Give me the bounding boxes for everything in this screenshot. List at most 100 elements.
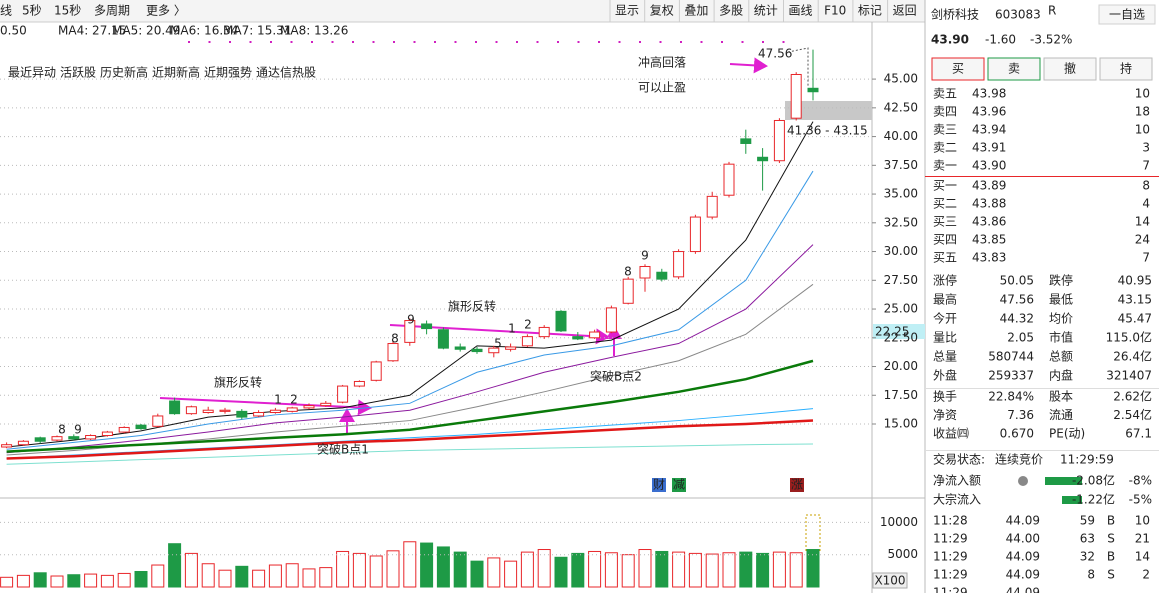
- ma-legend: 0.50: [0, 24, 27, 38]
- action-button[interactable]: 持: [1120, 61, 1132, 76]
- volume-estimate: [805, 514, 821, 552]
- count-label: 9: [641, 249, 649, 263]
- volume-bar: [638, 549, 652, 588]
- tool-button[interactable]: 显示: [615, 4, 639, 18]
- ma-legend: MA4: 27.15: [58, 24, 126, 38]
- tag-link[interactable]: 最近异动: [8, 66, 56, 80]
- y-tick-label: 22.50: [884, 330, 918, 344]
- book-price: 43.91: [972, 141, 1006, 155]
- candle-body: [421, 323, 433, 330]
- trade-side: B: [1107, 514, 1115, 528]
- range-label: 41.36 - 43.15: [787, 124, 868, 138]
- volume-bar: [403, 541, 417, 588]
- dot: [516, 41, 518, 43]
- y-tick-label: 15.00: [884, 417, 918, 431]
- volume-bar: [50, 575, 64, 588]
- action-button[interactable]: 撤: [1064, 61, 1076, 76]
- status-time: 11:29:59: [1060, 453, 1114, 467]
- volume-bar: [487, 557, 501, 588]
- period-tab[interactable]: 线: [0, 4, 12, 18]
- candle-body: [17, 440, 29, 446]
- flow-value: -1.22亿: [1072, 492, 1115, 507]
- tag-link[interactable]: 通达信热股: [256, 66, 316, 80]
- dot: [270, 41, 272, 43]
- stat-value: 580744: [988, 350, 1034, 364]
- volume-bar: [436, 546, 450, 588]
- stat-label: 跌停: [1049, 273, 1073, 288]
- dot: [536, 41, 539, 43]
- trade-volume: 8: [1087, 568, 1095, 582]
- trade-price: 44.09: [1006, 550, 1040, 564]
- stat-value: 50.05: [1000, 274, 1034, 288]
- volume-bar: [621, 554, 635, 588]
- candle-body: [387, 343, 399, 362]
- annotation: 可以止盈: [638, 81, 686, 95]
- book-volume: 3: [1142, 141, 1150, 155]
- stat-value: 259337: [988, 369, 1034, 383]
- candle-body: [1, 444, 13, 448]
- tag-link[interactable]: 历史新高: [100, 65, 148, 80]
- watch-button[interactable]: 一自选: [1109, 8, 1145, 22]
- stat-label: PE(动): [1049, 427, 1085, 441]
- tool-button[interactable]: 画线: [788, 4, 812, 18]
- tool-button[interactable]: 复权: [650, 4, 674, 18]
- period-tab[interactable]: 5秒: [22, 4, 42, 18]
- count-label: 5: [494, 337, 502, 351]
- candle-body: [555, 310, 567, 332]
- tool-button[interactable]: F10: [824, 4, 846, 18]
- candle-body: [790, 73, 802, 119]
- book-price: 43.85: [972, 233, 1006, 247]
- period-tab[interactable]: 更多 〉: [146, 4, 186, 18]
- tool-button[interactable]: 多股: [719, 4, 743, 18]
- change: -1.60: [985, 33, 1016, 47]
- dot: [352, 41, 354, 43]
- stat-label: 股本: [1049, 390, 1073, 404]
- action-button[interactable]: 卖: [1008, 62, 1020, 76]
- dot: [393, 41, 395, 43]
- cursor-price-box: [873, 324, 925, 339]
- volume-tick-label: 10000: [880, 515, 918, 529]
- candle-body: [689, 216, 701, 253]
- stat-label: 总额: [1049, 350, 1073, 364]
- volume-bar: [789, 552, 803, 588]
- candle-body: [757, 156, 769, 162]
- book-price: 43.83: [972, 251, 1006, 265]
- candle-body: [34, 437, 46, 442]
- book-volume: 14: [1135, 215, 1150, 229]
- stat-value: 7.36: [1007, 408, 1034, 422]
- stock-code: 603083: [995, 8, 1041, 22]
- book-price: 43.90: [972, 159, 1006, 173]
- trade-price: 44.09: [1006, 568, 1040, 582]
- tag-link[interactable]: 近期强势: [204, 66, 252, 80]
- dot: [413, 41, 416, 43]
- candle-body: [773, 119, 785, 162]
- tool-button[interactable]: 叠加: [684, 4, 708, 18]
- volume-bar: [168, 543, 182, 588]
- badge-box: [790, 478, 804, 492]
- trade-time: 11:29: [933, 568, 968, 582]
- book-label: 卖四: [933, 105, 957, 119]
- book-price: 43.86: [972, 215, 1006, 229]
- book-price: 43.98: [972, 87, 1006, 101]
- tool-button[interactable]: 统计: [754, 4, 778, 18]
- action-button[interactable]: 买: [952, 62, 964, 76]
- volume-bar: [67, 574, 81, 588]
- info-icon: [1018, 476, 1028, 486]
- y-tick-label: 32.50: [884, 215, 918, 229]
- period-tab[interactable]: 多周期: [94, 4, 130, 18]
- dot: [782, 41, 785, 43]
- stat-label: 市值: [1049, 330, 1073, 345]
- stat-value: 45.47: [1118, 312, 1152, 326]
- period-tab[interactable]: 15秒: [54, 4, 81, 18]
- tool-button[interactable]: 返回: [893, 4, 917, 18]
- candle-body: [286, 407, 298, 412]
- toolbar-bg: [0, 0, 925, 22]
- status-label: 交易状态:: [933, 452, 985, 467]
- unit-box: [872, 572, 908, 589]
- candle-body: [807, 87, 819, 93]
- tag-link[interactable]: 活跃股: [60, 66, 96, 80]
- tag-link[interactable]: 近期新高: [152, 65, 200, 80]
- dot: [557, 41, 559, 43]
- tool-button[interactable]: 标记: [858, 4, 882, 18]
- dot: [659, 41, 662, 43]
